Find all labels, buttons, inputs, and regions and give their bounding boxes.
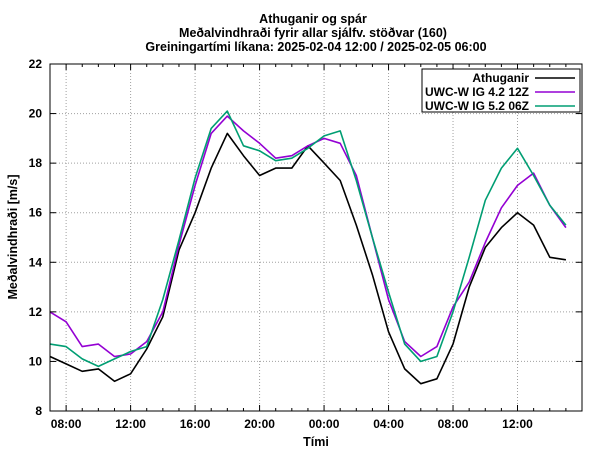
legend-label-2: UWC-W IG 4.2 12Z — [425, 85, 529, 99]
y-axis-label: Meðalvindhraði [m/s] — [6, 174, 20, 299]
y-tick-label: 14 — [29, 255, 43, 269]
y-tick-label: 18 — [29, 156, 43, 170]
x-tick-label: 12:00 — [115, 417, 146, 431]
chart-subtitle: Meðalvindhraði fyrir allar sjálfv. stöðv… — [179, 26, 447, 40]
x-tick-label: 00:00 — [309, 417, 340, 431]
legend-label-1: Athuganir — [472, 71, 529, 85]
series-layer — [49, 110, 567, 385]
axes: 8 10 12 14 16 18 20 22 08:00 12:00 16:00 20:00 00:00… — [29, 57, 583, 431]
x-tick-label: 08:00 — [51, 417, 82, 431]
series-line-3 — [49, 110, 567, 368]
x-tick-label: 04:00 — [373, 417, 404, 431]
x-tick-label: 16:00 — [180, 417, 211, 431]
y-tick-label: 8 — [35, 404, 42, 418]
x-axis-label: Tími — [303, 435, 329, 449]
x-tick-label: 08:00 — [438, 417, 469, 431]
y-tick-label: 22 — [29, 57, 43, 71]
y-tick-label: 16 — [29, 206, 43, 220]
y-tick-label: 10 — [29, 354, 43, 368]
chart-subtitle-analysis-time: Greiningartími líkana: 2025-02-04 12:00 … — [145, 40, 486, 54]
x-tick-label: 20:00 — [244, 417, 275, 431]
y-tick-label: 12 — [29, 305, 43, 319]
y-tick-label: 20 — [29, 107, 43, 121]
chart-title: Athuganir og spár — [259, 12, 367, 26]
grid — [50, 64, 582, 411]
plot-border — [49, 63, 583, 412]
legend-label-3: UWC-W IG 5.2 06Z — [425, 99, 529, 113]
x-tick-label: 12:00 — [502, 417, 533, 431]
legend-box — [421, 68, 581, 113]
